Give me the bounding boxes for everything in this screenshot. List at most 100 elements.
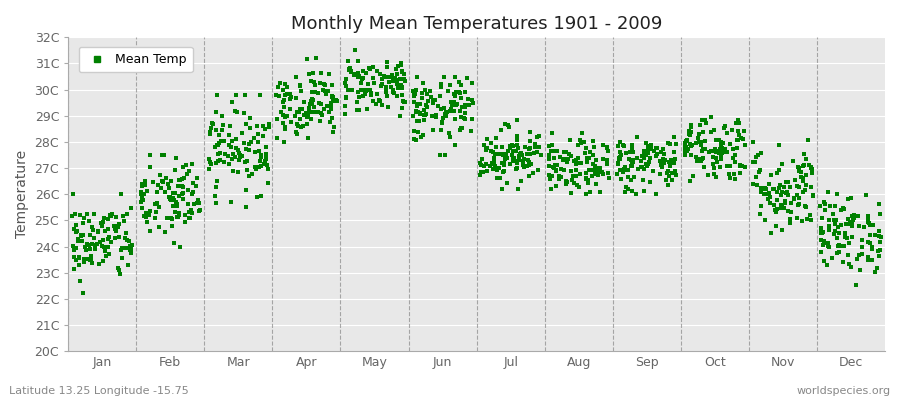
Point xyxy=(184,191,199,198)
Point xyxy=(283,106,297,112)
Point xyxy=(751,151,765,158)
Point xyxy=(625,142,639,148)
Point xyxy=(172,193,186,199)
Point xyxy=(171,214,185,221)
Point xyxy=(350,99,365,105)
Title: Monthly Mean Temperatures 1901 - 2009: Monthly Mean Temperatures 1901 - 2009 xyxy=(291,15,662,33)
Point xyxy=(588,162,602,169)
Point xyxy=(796,163,810,169)
Point xyxy=(348,47,363,54)
Point xyxy=(324,103,338,109)
Point xyxy=(415,90,429,96)
Point xyxy=(547,155,562,161)
Point xyxy=(768,207,782,213)
Point xyxy=(855,236,869,243)
Point xyxy=(640,150,654,156)
Point xyxy=(714,153,728,160)
Point xyxy=(650,151,664,158)
Point xyxy=(417,106,431,113)
Point xyxy=(511,157,526,163)
Point xyxy=(822,217,836,223)
Point xyxy=(410,103,424,110)
Point xyxy=(115,245,130,252)
Point xyxy=(252,164,266,170)
Point xyxy=(410,118,424,124)
Point xyxy=(325,82,339,89)
Point xyxy=(385,78,400,84)
Point xyxy=(545,142,560,148)
Point xyxy=(479,147,493,153)
Point xyxy=(221,142,236,148)
Point xyxy=(592,165,607,171)
Point xyxy=(835,259,850,265)
Point xyxy=(714,143,728,149)
Point xyxy=(846,216,860,222)
Point xyxy=(686,172,700,179)
Point xyxy=(681,146,696,152)
Point xyxy=(216,122,230,128)
Point xyxy=(391,79,405,85)
Point xyxy=(684,124,698,130)
Point xyxy=(494,186,508,192)
Point xyxy=(477,142,491,148)
Point xyxy=(458,104,473,110)
Point xyxy=(496,169,510,175)
Point xyxy=(98,228,112,234)
Point xyxy=(211,158,225,164)
Point xyxy=(230,145,244,152)
Point xyxy=(637,152,652,158)
Point xyxy=(789,183,804,189)
Point xyxy=(180,170,194,177)
Point xyxy=(109,223,123,230)
Point xyxy=(529,134,544,140)
Point xyxy=(119,230,133,236)
Point xyxy=(68,246,82,253)
Point xyxy=(338,103,353,109)
Point xyxy=(590,170,605,176)
Point xyxy=(602,175,616,181)
Point xyxy=(254,193,268,199)
Point xyxy=(101,244,115,250)
Point xyxy=(694,139,708,146)
Point xyxy=(700,172,715,179)
Point xyxy=(229,136,243,142)
Point xyxy=(683,141,698,148)
Point xyxy=(166,203,180,210)
Point xyxy=(109,214,123,221)
Point xyxy=(625,162,639,169)
Point xyxy=(579,191,593,198)
Point xyxy=(836,204,850,211)
Point xyxy=(71,236,86,243)
Point xyxy=(258,156,273,162)
Point xyxy=(308,89,322,96)
Point xyxy=(505,142,519,148)
Point xyxy=(358,87,373,93)
Point xyxy=(557,156,572,162)
Point xyxy=(724,127,739,133)
Point xyxy=(694,158,708,164)
Point xyxy=(805,184,819,190)
Point xyxy=(302,135,316,141)
Point xyxy=(491,165,506,171)
Point xyxy=(311,90,326,96)
Point xyxy=(708,174,723,180)
Point xyxy=(222,132,237,139)
Point xyxy=(322,119,337,125)
Point xyxy=(626,157,640,163)
Point xyxy=(299,110,313,116)
Point xyxy=(328,97,343,103)
Point xyxy=(758,186,772,192)
Point xyxy=(714,151,728,157)
Point xyxy=(780,192,795,198)
Point xyxy=(874,234,888,240)
Point xyxy=(95,219,110,225)
Point xyxy=(454,82,468,89)
Point xyxy=(314,100,328,107)
Point xyxy=(210,178,224,184)
Point xyxy=(695,148,709,154)
Point xyxy=(431,103,446,109)
Point xyxy=(806,192,821,198)
Point xyxy=(758,191,772,197)
Point xyxy=(734,134,749,141)
Point xyxy=(448,93,463,99)
